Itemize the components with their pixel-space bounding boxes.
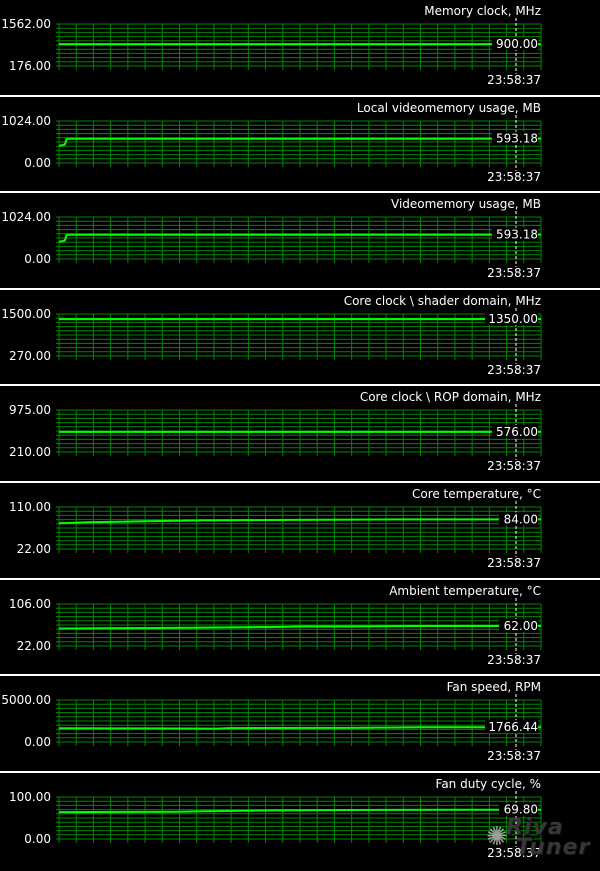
graph-panel-core-clock-shader: Core clock \ shader domain, MHz 1500.00 27… [0, 288, 600, 377]
graph-title: Local videomemory usage, MB [357, 101, 541, 115]
graph-current-value: 84.00 [504, 512, 538, 526]
graph-title: Core temperature, °C [412, 487, 541, 501]
graph-title: Ambient temperature, °C [389, 584, 541, 598]
graph-timestamp: 23:58:37 [487, 846, 541, 860]
graph-title: Memory clock, MHz [424, 4, 541, 18]
graph-trace-videomemory-usage [58, 233, 541, 243]
current-value-bg [485, 720, 538, 734]
graph-min-label: 22.00 [17, 639, 51, 653]
graph-title: Fan speed, RPM [447, 680, 541, 694]
graph-panel-core-temperature: Core temperature, °C 110.00 22.00 84.00 23:5… [0, 481, 600, 570]
graph-panel-videomemory-usage: Videomemory usage, MB 1024.00 0.00 593.18 23… [0, 191, 600, 280]
graph-min-label: 270.00 [9, 349, 51, 363]
graph-panel-ambient-temperature: Ambient temperature, °C 106.00 22.00 62.00 2… [0, 578, 600, 667]
graph-min-label: 0.00 [24, 252, 51, 266]
graph-grid [56, 603, 542, 650]
graph-min-label: 0.00 [24, 156, 51, 170]
graph-timestamp: 23:58:37 [487, 266, 541, 280]
graph-current-value: 1766.44 [488, 720, 538, 734]
graph-grid [56, 796, 542, 843]
graph-trace-core-temperature [58, 518, 541, 525]
graph-grid [56, 506, 542, 553]
graph-title: Videomemory usage, MB [391, 197, 541, 211]
graph-timestamp: 23:58:37 [487, 73, 541, 87]
graph-current-value: 576.00 [496, 425, 538, 439]
graph-min-label: 210.00 [9, 445, 51, 459]
graph-title: Fan duty cycle, % [436, 777, 541, 791]
graph-grid [56, 313, 542, 360]
graph-max-label: 106.00 [9, 597, 51, 611]
graph-panel-core-clock-rop: Core clock \ ROP domain, MHz 975.00 210.00… [0, 384, 600, 473]
graph-trace-fan-speed [58, 726, 541, 730]
graph-timestamp: 23:58:37 [487, 653, 541, 667]
graph-grid [56, 216, 542, 263]
graph-grid [56, 409, 542, 456]
graph-grid [56, 699, 542, 746]
graph-trace-local-videomemory-usage [58, 137, 541, 147]
graph-min-label: 22.00 [17, 542, 51, 556]
graph-min-label: 176.00 [9, 59, 51, 73]
graph-max-label: 1500.00 [1, 307, 51, 321]
graph-max-label: 975.00 [9, 403, 51, 417]
graph-max-label: 1024.00 [1, 114, 51, 128]
current-value-bg [492, 131, 538, 145]
graph-timestamp: 23:58:37 [487, 556, 541, 570]
current-value-bg [499, 619, 538, 632]
graph-timestamp: 23:58:37 [487, 363, 541, 377]
graph-panel-fan-speed: Fan speed, RPM 5000.00 0.00 1766.44 23:58:37 [0, 674, 600, 763]
graph-current-value: 593.18 [496, 132, 538, 146]
graph-current-value: 593.18 [496, 228, 538, 242]
graph-title: Core clock \ ROP domain, MHz [360, 390, 541, 404]
current-value-bg [492, 424, 538, 438]
graph-trace-fan-duty-cycle [58, 808, 541, 814]
current-value-bg [499, 512, 538, 526]
graph-timestamp: 23:58:37 [487, 749, 541, 763]
graph-timestamp: 23:58:37 [487, 170, 541, 184]
graph-title: Core clock \ shader domain, MHz [344, 294, 541, 308]
graph-max-label: 110.00 [9, 500, 51, 514]
graph-grid [56, 120, 542, 167]
graph-max-label: 1024.00 [1, 210, 51, 224]
current-value-bg [499, 802, 538, 816]
graph-current-value: 900.00 [496, 37, 538, 51]
graph-max-label: 1562.00 [1, 17, 51, 31]
graph-max-label: 100.00 [9, 790, 51, 804]
current-value-bg [485, 312, 538, 326]
graph-current-value: 1350.00 [488, 312, 538, 326]
graph-trace-ambient-temperature [58, 625, 541, 630]
graph-min-label: 0.00 [24, 832, 51, 846]
graph-max-label: 5000.00 [1, 693, 51, 707]
graph-grid [56, 23, 542, 70]
graph-min-label: 0.00 [24, 735, 51, 749]
graph-current-value: 62.00 [504, 619, 538, 633]
graph-panel-fan-duty-cycle: Fan duty cycle, % 100.00 0.00 69.80 23:58:37 [0, 771, 600, 860]
graph-current-value: 69.80 [504, 803, 538, 817]
graph-timestamp: 23:58:37 [487, 459, 541, 473]
graph-panel-local-videomemory-usage: Local videomemory usage, MB 1024.00 0.00 59… [0, 95, 600, 184]
current-value-bg [492, 37, 538, 51]
current-value-bg [492, 227, 538, 241]
graph-panel-memory-clock: Memory clock, MHz 1562.00 176.00 900.00 23:5… [1, 4, 542, 87]
